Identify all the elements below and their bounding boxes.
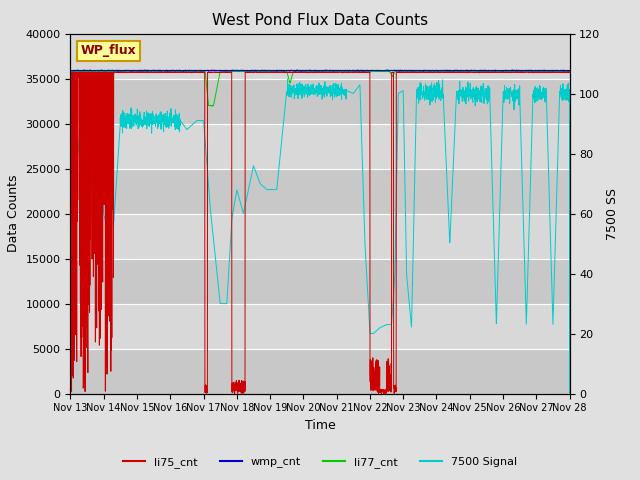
Bar xyxy=(70,259,570,303)
X-axis label: Time: Time xyxy=(305,419,335,432)
Bar xyxy=(70,79,570,123)
Legend: li75_cnt, wmp_cnt, li77_cnt, 7500 Signal: li75_cnt, wmp_cnt, li77_cnt, 7500 Signal xyxy=(118,452,522,472)
Bar xyxy=(70,303,570,348)
Title: West Pond Flux Data Counts: West Pond Flux Data Counts xyxy=(212,13,428,28)
Bar xyxy=(70,214,570,259)
Y-axis label: 7500 SS: 7500 SS xyxy=(606,188,619,240)
Bar xyxy=(70,168,570,214)
Bar xyxy=(70,123,570,168)
Bar xyxy=(70,34,570,79)
Text: WP_flux: WP_flux xyxy=(81,44,136,58)
Y-axis label: Data Counts: Data Counts xyxy=(7,175,20,252)
Bar xyxy=(70,348,570,394)
